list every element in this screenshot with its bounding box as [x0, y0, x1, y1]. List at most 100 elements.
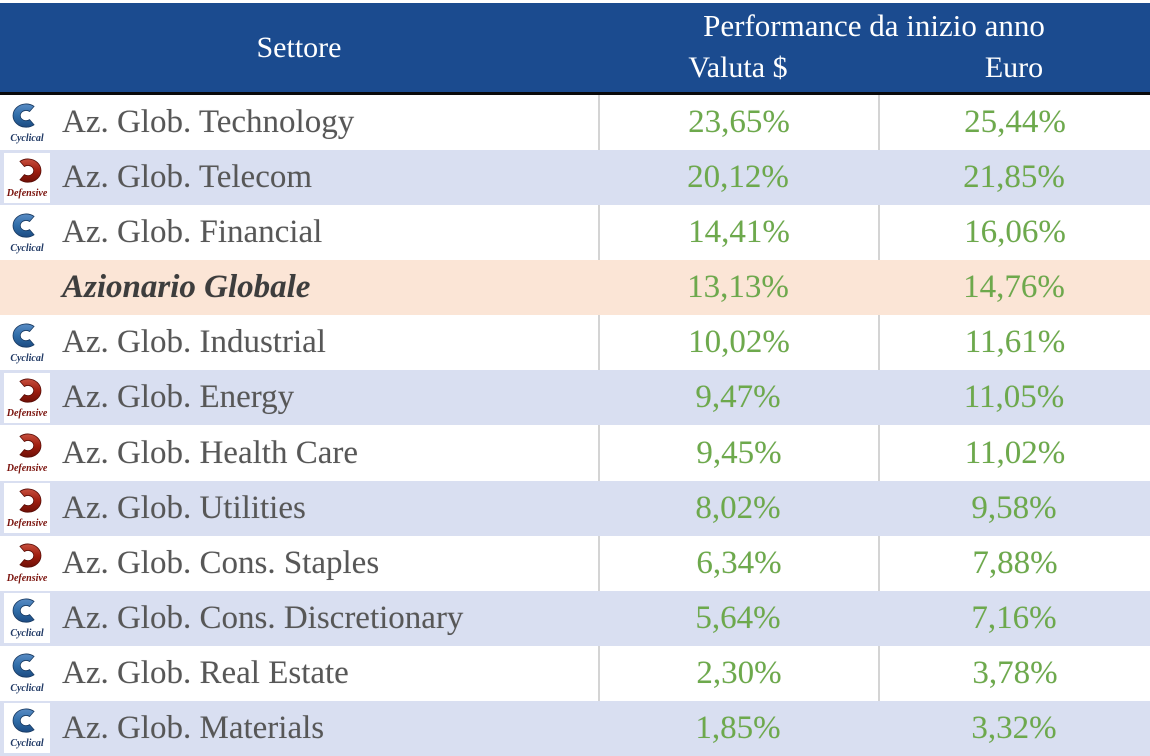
cyclical-icon — [12, 598, 35, 623]
value-valuta: 6,34% — [598, 535, 878, 591]
column-header-euro: Euro — [984, 51, 1044, 85]
defensive-icon — [19, 433, 42, 458]
table-row: Defensive Az. Glob. Cons. Staples 6,34% … — [0, 535, 1150, 591]
cyclical-icon — [12, 213, 35, 238]
defensive-icon-label: Defensive — [6, 407, 48, 419]
cyclical-icon-label: Cyclical — [10, 352, 44, 364]
cyclical-icon-label: Cyclical — [10, 683, 44, 695]
value-euro: 16,06% — [878, 205, 1150, 261]
value-euro: 7,88% — [878, 535, 1150, 591]
sector-cell: Cyclical Az. Glob. Cons. Discretionary — [0, 591, 598, 646]
cyclical-icon — [12, 103, 35, 128]
value-valuta: 9,45% — [598, 425, 878, 481]
value-euro: 9,58% — [971, 489, 1057, 526]
cyclical-icon-label: Cyclical — [10, 242, 44, 254]
sector-label: Az. Glob. Cons. Staples — [62, 544, 380, 581]
sector-icon-box: Defensive — [4, 483, 50, 534]
sector-cell: Azionario Globale — [0, 260, 598, 315]
column-header-valuta: Valuta $ — [688, 51, 788, 85]
sector-label: Az. Glob. Industrial — [62, 324, 326, 361]
value-euro: 25,44% — [878, 95, 1150, 151]
sector-icon-box: Defensive — [4, 372, 50, 423]
sector-label: Az. Glob. Energy — [62, 379, 295, 416]
table-row: Cyclical Az. Glob. Technology 23,65% 25,… — [0, 95, 1150, 151]
sector-label: Az. Glob. Utilities — [62, 489, 306, 526]
value-valuta: 23,65% — [598, 95, 878, 151]
table-body: Cyclical Az. Glob. Technology 23,65% 25,… — [0, 95, 1150, 756]
sector-icon-box: Cyclical — [4, 317, 50, 368]
value-euro: 11,05% — [963, 379, 1065, 416]
sector-cell: Cyclical Az. Glob. Materials — [0, 701, 598, 756]
cyclical-icon — [12, 323, 35, 348]
sector-icon-box: Cyclical — [4, 703, 50, 754]
sector-cell: Defensive Az. Glob. Energy — [0, 370, 598, 425]
sector-cell: Defensive Az. Glob. Health Care — [0, 425, 598, 480]
value-euro: 14,76% — [963, 269, 1065, 306]
table-row: Cyclical Az. Glob. Cons. Discretionary 5… — [0, 590, 1150, 646]
value-valuta: 13,13% — [687, 269, 789, 306]
table-row: Defensive Az. Glob. Utilities 8,02% 9,58… — [0, 480, 1150, 536]
column-header-settore: Settore — [256, 30, 342, 64]
sector-cell: Cyclical Az. Glob. Financial — [0, 205, 598, 260]
table-row: Defensive Az. Glob. Telecom 20,12% 21,85… — [0, 150, 1150, 206]
value-valuta: 10,02% — [598, 315, 878, 371]
performance-header-group: Performance da inizio anno Valuta $ Euro — [598, 3, 1150, 92]
defensive-icon — [19, 158, 42, 183]
cyclical-icon — [12, 653, 35, 678]
sector-cell: Defensive Az. Glob. Utilities — [0, 481, 598, 536]
defensive-icon — [19, 378, 42, 403]
value-euro: 21,85% — [963, 159, 1065, 196]
defensive-icon — [19, 488, 42, 513]
sector-icon-box: Defensive — [4, 428, 50, 478]
defensive-icon — [19, 543, 42, 568]
defensive-icon-label: Defensive — [6, 463, 48, 474]
column-header-performance: Performance da inizio anno — [703, 7, 1045, 43]
value-valuta: 8,02% — [695, 489, 781, 526]
value-valuta: 5,64% — [695, 599, 781, 636]
cyclical-icon-label: Cyclical — [10, 132, 44, 144]
sector-icon-box: Defensive — [4, 538, 50, 589]
defensive-icon-label: Defensive — [6, 518, 48, 530]
sector-icon-box: Cyclical — [4, 648, 50, 699]
value-valuta: 2,30% — [598, 645, 878, 701]
sector-label: Az. Glob. Financial — [62, 214, 323, 251]
sector-label: Az. Glob. Health Care — [62, 434, 358, 471]
table-header: Settore Performance da inizio anno Valut… — [0, 3, 1150, 95]
sector-label: Az. Glob. Materials — [62, 709, 325, 746]
value-valuta: 20,12% — [687, 159, 789, 196]
sector-label: Az. Glob. Technology — [62, 104, 355, 141]
defensive-icon-label: Defensive — [6, 573, 48, 585]
sector-icon-box: Cyclical — [4, 207, 50, 258]
value-valuta: 14,41% — [598, 205, 878, 261]
sector-label: Az. Glob. Telecom — [62, 159, 313, 196]
sector-icon-box: Defensive — [4, 152, 50, 203]
table-row: Cyclical Az. Glob. Real Estate 2,30% 3,7… — [0, 645, 1150, 701]
cyclical-icon-label: Cyclical — [10, 628, 44, 640]
table-row: Cyclical Az. Glob. Financial 14,41% 16,0… — [0, 205, 1150, 261]
sector-cell: Defensive Az. Glob. Cons. Staples — [0, 536, 598, 591]
value-valuta: 9,47% — [695, 379, 781, 416]
sector-cell: Cyclical Az. Glob. Industrial — [0, 315, 598, 370]
sector-label: Az. Glob. Real Estate — [62, 654, 349, 691]
value-euro: 3,32% — [971, 709, 1057, 746]
sector-cell: Cyclical Az. Glob. Real Estate — [0, 646, 598, 701]
cyclical-icon — [12, 708, 35, 733]
value-euro: 11,61% — [878, 315, 1150, 371]
cyclical-icon-label: Cyclical — [10, 738, 44, 750]
table-row: Defensive Az. Glob. Energy 9,47% 11,05% — [0, 370, 1150, 426]
sector-label: Azionario Globale — [62, 269, 311, 306]
defensive-icon-label: Defensive — [6, 187, 48, 199]
value-valuta: 1,85% — [695, 709, 781, 746]
sector-cell: Cyclical Az. Glob. Technology — [0, 95, 598, 150]
value-euro: 7,16% — [971, 599, 1057, 636]
table-row: Cyclical Az. Glob. Industrial 10,02% 11,… — [0, 315, 1150, 371]
sector-icon-box: Cyclical — [4, 97, 50, 148]
table-row: Cyclical Az. Glob. Materials 1,85% 3,32% — [0, 700, 1150, 756]
subheader-row: Valuta $ Euro — [598, 49, 1150, 92]
table-row: Defensive Az. Glob. Health Care 9,45% 11… — [0, 425, 1150, 481]
sector-icon-box — [4, 263, 50, 313]
sector-icon-box: Cyclical — [4, 593, 50, 644]
sector-label: Az. Glob. Cons. Discretionary — [62, 599, 464, 636]
table-row: Azionario Globale 13,13% 14,76% — [0, 260, 1150, 316]
